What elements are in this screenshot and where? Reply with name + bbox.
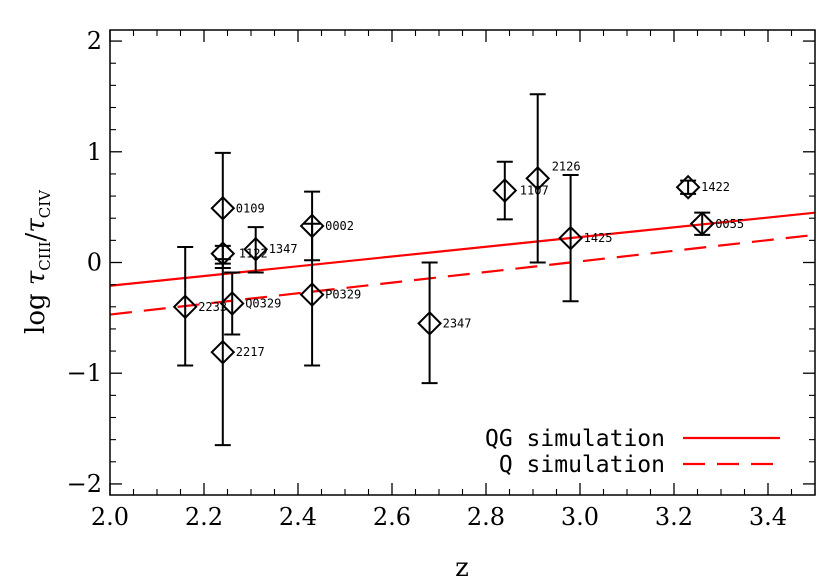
- chart-layers: 2233 0109 1122 2217 Q0329 1347 0002 P0329 2347 11…: [109, 93, 816, 447]
- diamond-marker: [299, 213, 325, 239]
- y-axis-title-sub1: CIII: [36, 241, 54, 270]
- diamond-marker: [417, 310, 443, 336]
- diamond-marker: [210, 195, 236, 221]
- y-tick-label: 2: [87, 27, 102, 55]
- point-label: 1122: [239, 247, 268, 261]
- point-labels: 2233 0109 1122 2217 Q0329 1347 0002 P0329 2347 11…: [198, 159, 744, 359]
- qg-simulation-line: [109, 211, 816, 287]
- legend-label: Q simulation: [499, 452, 665, 478]
- y-axis-title-log: log: [21, 285, 51, 334]
- y-tick-label: 1: [87, 138, 102, 166]
- diamond-marker: [299, 282, 325, 308]
- y-axis-title-tau1: τ: [21, 270, 51, 285]
- diamond-marker: [558, 225, 584, 251]
- point-label: 2347: [443, 316, 472, 330]
- point-label: 2233: [198, 300, 227, 314]
- x-tick-label: 2.2: [185, 503, 223, 531]
- diamond-marker: [492, 178, 518, 203]
- point-label: Q0329: [245, 296, 281, 310]
- x-tick-label: 3.0: [561, 503, 599, 531]
- x-tick-label: 2.0: [91, 503, 129, 531]
- diamond-marker: [172, 294, 198, 320]
- diamond-marker: [525, 165, 551, 191]
- y-axis-title-tau2: τ: [21, 218, 51, 233]
- x-axis-title: z: [455, 553, 469, 583]
- y-axis-ticks: [110, 40, 815, 485]
- diamond-marker: [689, 211, 715, 237]
- q-simulation-line: [109, 233, 816, 316]
- x-tick-label: 2.6: [373, 503, 411, 531]
- x-tick-label: 3.2: [655, 503, 693, 531]
- y-tick-label: 0: [87, 249, 102, 277]
- diamond-marker: [243, 236, 269, 262]
- point-label: 0002: [325, 219, 354, 233]
- y-axis-tick-labels: −2 −1 0 1 2: [67, 27, 102, 498]
- diamond-marker: [675, 174, 701, 200]
- point-label: 1347: [269, 242, 298, 256]
- y-tick-label: −1: [67, 359, 102, 387]
- point-label: 2217: [236, 345, 265, 359]
- diamond-marker: [210, 241, 236, 267]
- x-tick-label: 2.4: [279, 503, 317, 531]
- legend-label: QG simulation: [485, 426, 665, 452]
- x-axis-tick-labels: 2.0 2.2 2.4 2.6 2.8 3.0 3.2 3.4: [91, 503, 787, 531]
- y-axis-title-sub2: CIV: [36, 189, 54, 218]
- x-tick-label: 2.8: [467, 503, 505, 531]
- point-label: P0329: [325, 288, 361, 302]
- y-tick-label: −2: [67, 470, 102, 498]
- point-label: 0109: [236, 201, 265, 215]
- point-label: 1425: [584, 231, 613, 245]
- point-label: 1107: [520, 184, 549, 198]
- diamond-marker: [210, 339, 236, 365]
- y-axis-title-slash: /: [21, 232, 51, 241]
- y-axis-title: log τCIII/τCIV: [21, 189, 54, 334]
- error-bars: [177, 93, 711, 447]
- point-label: 2126: [552, 159, 581, 173]
- point-label: 1422: [701, 180, 730, 194]
- x-tick-label: 3.4: [749, 503, 787, 531]
- plot-frame: [109, 29, 816, 496]
- data-markers: [172, 165, 715, 365]
- model-lines: [109, 211, 816, 316]
- point-label: 0055: [715, 217, 744, 231]
- diamond-marker: [219, 291, 245, 316]
- x-axis-ticks: [109, 30, 816, 495]
